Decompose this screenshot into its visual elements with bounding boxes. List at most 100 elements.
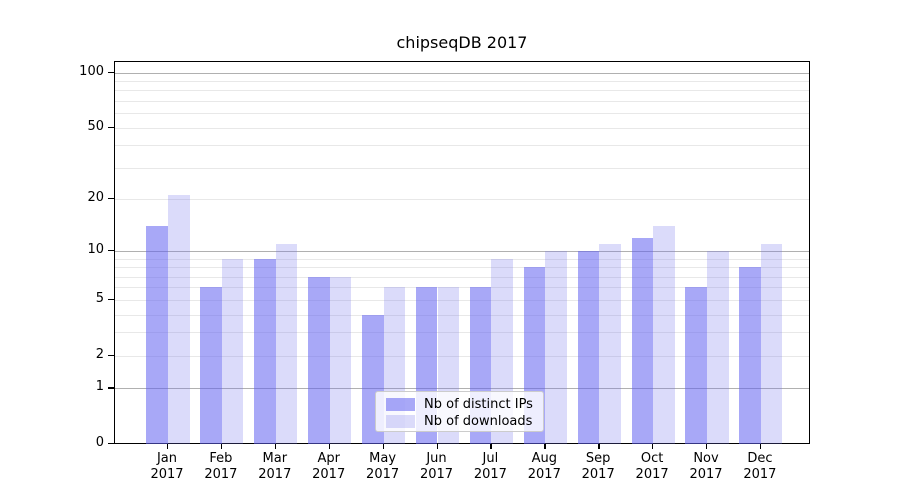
x-tick-mark bbox=[759, 444, 762, 449]
gridline-minor bbox=[115, 167, 809, 169]
y-tick-mark bbox=[108, 443, 114, 445]
x-tick-month: Dec bbox=[747, 451, 773, 466]
x-tick-month: Nov bbox=[693, 451, 719, 466]
gridline-minor bbox=[115, 355, 809, 357]
bar-downloads bbox=[275, 244, 298, 444]
x-tick-mark bbox=[652, 444, 654, 449]
y-tick-mark bbox=[108, 387, 114, 389]
x-tick-month: Oct bbox=[640, 451, 664, 466]
y-tick-label: 20 bbox=[87, 190, 104, 205]
y-tick-mark bbox=[108, 126, 114, 128]
gridline-major bbox=[115, 388, 809, 390]
x-tick-year: 2017 bbox=[527, 467, 561, 482]
x-tick-year: 2017 bbox=[689, 467, 723, 482]
gridline-minor bbox=[115, 267, 809, 269]
x-tick-month: Jan bbox=[156, 451, 178, 466]
gridline-minor bbox=[115, 287, 809, 289]
y-tick-label: 10 bbox=[87, 242, 104, 257]
x-tick-label: Mar 2017 bbox=[247, 451, 303, 483]
x-tick-year: 2017 bbox=[150, 467, 184, 482]
x-tick-year: 2017 bbox=[419, 467, 454, 482]
legend: Nb of distinct IPs Nb of downloads bbox=[375, 391, 544, 432]
chart-title: chipseqDB 2017 bbox=[396, 33, 528, 52]
x-tick-label: Oct 2017 bbox=[624, 451, 680, 483]
bar-downloads bbox=[653, 226, 675, 444]
x-tick-mark bbox=[328, 444, 331, 449]
x-tick-month: Sep bbox=[585, 451, 611, 466]
bar-distinct-ips bbox=[308, 276, 330, 444]
gridline-major bbox=[115, 251, 809, 252]
x-tick-mark bbox=[598, 444, 600, 449]
plot-area bbox=[114, 61, 810, 444]
bar-distinct-ips bbox=[631, 237, 654, 444]
y-tick-mark bbox=[108, 250, 114, 252]
gridline-minor bbox=[115, 199, 809, 200]
x-tick-year: 2017 bbox=[743, 467, 777, 482]
x-tick-label: Jan 2017 bbox=[139, 451, 195, 483]
y-tick-label: 5 bbox=[95, 290, 104, 306]
gridline-minor bbox=[115, 90, 809, 92]
bar-downloads bbox=[707, 251, 729, 444]
x-tick-mark bbox=[274, 444, 277, 449]
y-tick-label: 1 bbox=[95, 379, 104, 395]
x-tick-mark bbox=[382, 444, 384, 449]
bar-distinct-ips bbox=[146, 226, 168, 444]
x-tick-month: May bbox=[369, 451, 397, 466]
bar-distinct-ips bbox=[577, 251, 600, 444]
x-tick-label: Apr 2017 bbox=[301, 451, 357, 483]
x-tick-year: 2017 bbox=[204, 467, 238, 482]
x-tick-month: Aug bbox=[531, 451, 557, 466]
gridline-minor bbox=[115, 127, 809, 129]
gridline-minor bbox=[115, 81, 809, 82]
bar-downloads bbox=[168, 195, 190, 444]
gridline-minor bbox=[115, 299, 809, 301]
y-tick-mark bbox=[108, 298, 114, 301]
legend-label-distinct-ips: Nb of distinct IPs bbox=[424, 397, 533, 412]
y-tick-label: 0 bbox=[95, 435, 104, 450]
x-tick-year: 2017 bbox=[312, 467, 346, 482]
y-tick-mark bbox=[108, 71, 114, 73]
x-tick-label: Sep 2017 bbox=[570, 451, 626, 483]
x-tick-label: Nov 2017 bbox=[678, 451, 734, 483]
x-tick-month: Feb bbox=[209, 451, 233, 466]
bar-downloads bbox=[599, 244, 621, 444]
y-tick-label: 2 bbox=[95, 346, 104, 362]
x-tick-mark bbox=[220, 444, 223, 449]
legend-entry-downloads: Nb of downloads bbox=[386, 414, 537, 429]
x-tick-mark bbox=[167, 444, 169, 449]
x-tick-label: May 2017 bbox=[355, 451, 411, 483]
x-tick-month: Jul bbox=[482, 451, 499, 466]
bar-downloads bbox=[221, 258, 244, 444]
x-tick-year: 2017 bbox=[258, 467, 292, 482]
legend-swatch-downloads-icon bbox=[386, 415, 415, 428]
x-tick-label: Jul 2017 bbox=[462, 451, 518, 483]
bar-distinct-ips bbox=[685, 287, 707, 444]
x-tick-year: 2017 bbox=[581, 467, 615, 482]
x-tick-mark bbox=[436, 444, 438, 449]
y-tick-label: 100 bbox=[79, 63, 104, 79]
bar-downloads bbox=[329, 276, 352, 444]
y-tick-mark bbox=[108, 354, 114, 356]
legend-entry-distinct-ips: Nb of distinct IPs bbox=[386, 397, 537, 412]
x-tick-label: Feb 2017 bbox=[193, 451, 249, 483]
y-tick-mark bbox=[108, 198, 114, 200]
x-tick-year: 2017 bbox=[473, 467, 507, 482]
x-tick-mark bbox=[490, 444, 492, 449]
x-tick-month: Apr bbox=[317, 451, 340, 466]
x-tick-label: Dec 2017 bbox=[732, 451, 788, 483]
gridline-minor bbox=[115, 101, 809, 102]
gridline-minor bbox=[115, 314, 809, 316]
x-tick-mark bbox=[544, 444, 546, 449]
x-tick-label: Aug 2017 bbox=[516, 451, 572, 483]
gridline-minor bbox=[115, 145, 809, 147]
bar-distinct-ips bbox=[739, 267, 761, 444]
x-tick-month: Jun bbox=[426, 451, 447, 466]
bar-distinct-ips bbox=[254, 258, 276, 444]
legend-swatch-distinct-ips-icon bbox=[386, 398, 415, 411]
y-tick-label: 50 bbox=[87, 118, 104, 134]
x-tick-label: Jun 2017 bbox=[409, 451, 465, 483]
gridline-minor bbox=[115, 332, 809, 334]
gridline-major bbox=[115, 72, 809, 74]
x-tick-month: Mar bbox=[262, 451, 288, 466]
